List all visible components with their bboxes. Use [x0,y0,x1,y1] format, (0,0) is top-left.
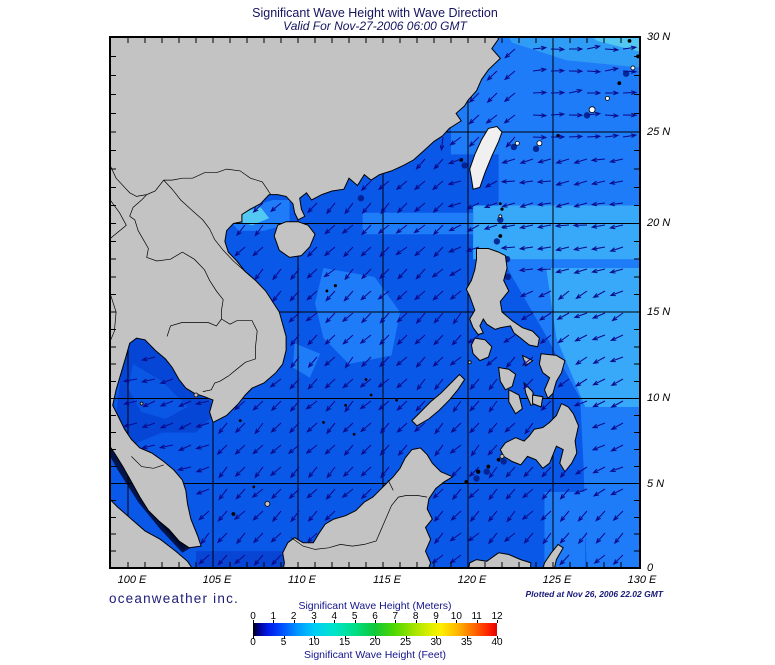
feet-tickmark [344,636,346,639]
meters-tick-10: 10 [450,611,462,622]
feet-tick-0: 0 [250,637,256,648]
lon-label-110: 110 E [288,574,316,586]
wave-shadow-layer [357,70,630,482]
meters-tick-2: 2 [290,611,297,622]
meters-tickmark [375,620,376,623]
feet-tickmark [283,636,285,639]
feet-tickmark [253,636,254,639]
feet-tickmark [497,636,498,639]
feet-tick-20: 20 [369,637,381,648]
lon-label-130: 130 E [627,574,657,586]
feet-tick-15: 15 [338,637,351,648]
lat-label-5: 5 N [647,477,665,490]
feet-tickmark [375,636,376,639]
wave-height-colorbar [253,623,497,636]
meters-tick-12: 12 [491,611,503,622]
lon-label-100: 100 E [117,574,147,586]
meters-tickmark [334,620,336,623]
feet-tickmark [466,636,468,639]
lon-label-125: 125 E [542,574,572,586]
meters-tickmark [415,620,417,623]
oceanweather-logo-text: oceanweather inc. [109,591,239,606]
lat-label-15: 15 N [647,305,671,318]
meters-tickmark [476,620,478,623]
landmass-layer [110,37,580,568]
lon-label-115: 115 E [373,574,401,586]
meters-tickmark [273,620,275,623]
meters-tick-1: 1 [270,611,277,622]
meters-tickmark [293,620,295,623]
feet-tick-30: 30 [430,637,442,648]
meters-tick-9: 9 [433,611,439,622]
lon-label-120: 120 E [457,574,487,586]
feet-tick-5: 5 [280,637,287,648]
feet-tick-10: 10 [308,637,320,648]
meters-tickmark [497,620,498,623]
meters-tickmark [253,620,254,623]
meters-tick-7: 7 [392,611,399,622]
meters-tickmark [314,620,315,623]
lon-label-105: 105 E [202,574,232,586]
country-border-layer [110,164,428,550]
meters-tickmark [354,620,356,623]
feet-tickmark [436,636,437,639]
meters-tick-4: 4 [331,611,338,622]
feet-tick-35: 35 [460,637,473,648]
meters-tick-3: 3 [311,611,317,622]
page-title: Significant Wave Height with Wave Direct… [252,6,498,20]
meters-tickmark [395,620,397,623]
meters-tickmark [456,620,458,623]
meters-tick-11: 11 [471,611,482,622]
feet-tickmark [405,636,407,639]
lat-label-0: 0 [647,562,654,574]
map-frame-and-ticks [109,36,641,569]
feet-tick-40: 40 [491,637,503,648]
meters-tick-5: 5 [351,611,358,622]
lat-label-30: 30 N [647,31,671,43]
lat-label-10: 10 N [647,392,671,405]
valid-time-subtitle: Valid For Nov-27-2006 06:00 GMT [283,19,467,33]
legend-feet-title: Significant Wave Height (Feet) [303,649,446,661]
feet-tickmark [314,636,315,639]
plotted-timestamp: Plotted at Nov 26, 2006 22.02 GMT [525,589,663,599]
meters-tick-8: 8 [412,611,419,622]
meters-tick-6: 6 [372,611,378,622]
wave-direction-arrow-layer [122,44,638,567]
meters-tickmark [436,620,437,623]
legend-meters-title: Significant Wave Height (Meters) [298,600,452,612]
meters-tick-0: 0 [250,611,256,622]
lat-label-20: 20 N [647,217,671,230]
lat-label-25: 25 N [647,126,671,139]
feet-tick-25: 25 [399,637,412,648]
